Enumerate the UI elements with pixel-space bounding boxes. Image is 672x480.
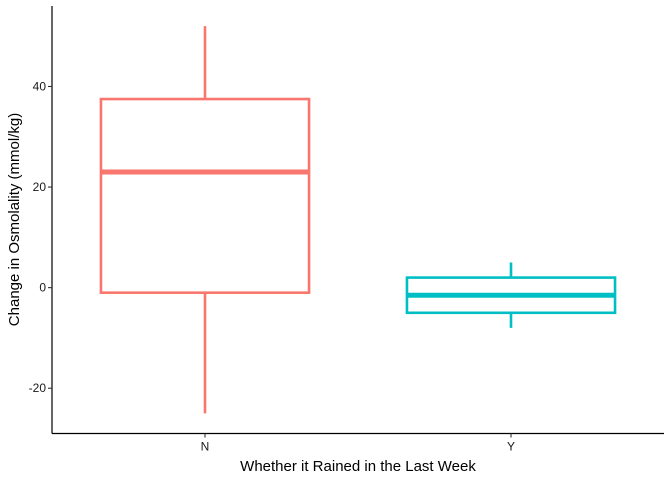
y-tick-label: -20 xyxy=(29,381,47,395)
y-tick-label: 0 xyxy=(39,281,46,295)
plot-marks xyxy=(99,26,617,414)
x-tick-label: N xyxy=(201,440,210,454)
x-axis-title: Whether it Rained in the Last Week xyxy=(240,458,476,475)
y-axis-ticks: -20 0 20 40 xyxy=(29,79,52,395)
x-tick-label: Y xyxy=(507,440,515,454)
box-y xyxy=(405,262,617,328)
y-tick-label: 20 xyxy=(33,180,47,194)
y-tick-label: 40 xyxy=(33,79,47,93)
box-n xyxy=(99,26,311,414)
box-body-n xyxy=(99,97,311,294)
y-axis-title: Change in Osmolality (mmol/kg) xyxy=(6,113,23,326)
